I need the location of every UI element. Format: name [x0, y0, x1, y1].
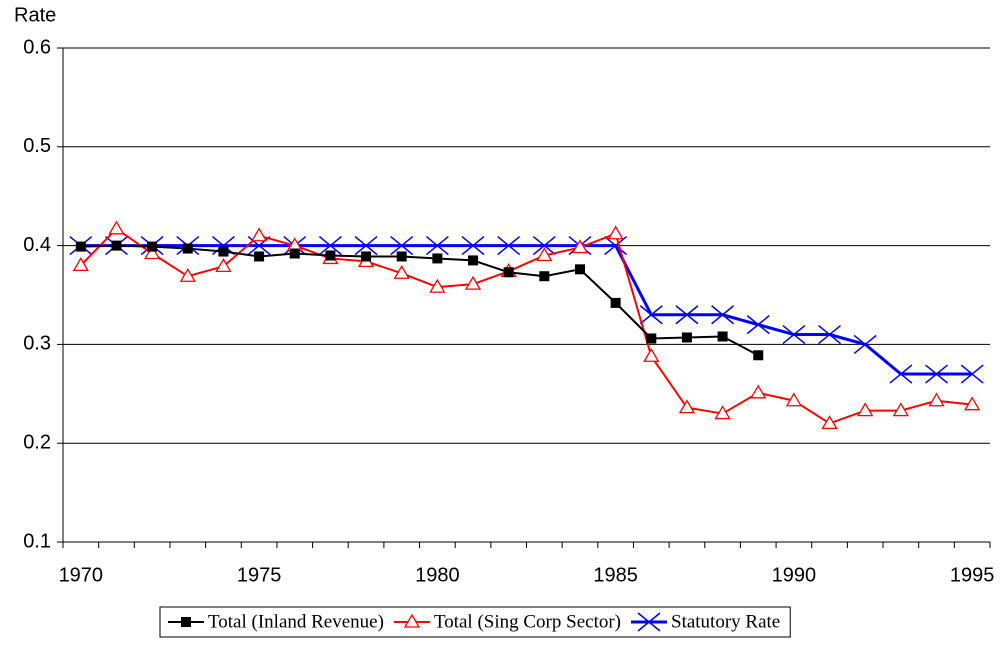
marker — [111, 240, 122, 251]
marker — [503, 267, 514, 278]
marker — [604, 236, 628, 256]
y-tick-label: 0.5 — [23, 135, 51, 157]
marker — [75, 241, 86, 252]
marker — [607, 225, 624, 240]
marker — [637, 612, 661, 632]
marker — [179, 267, 196, 282]
y-tick-label: 0.3 — [23, 333, 51, 355]
marker — [361, 251, 372, 262]
marker — [818, 324, 842, 345]
marker — [711, 305, 735, 325]
legend-text: Total (Sing Corp Sector) — [434, 611, 621, 632]
marker — [928, 392, 945, 407]
marker — [753, 350, 764, 361]
marker — [643, 347, 660, 362]
marker — [72, 257, 89, 272]
marker — [675, 305, 699, 325]
marker — [254, 251, 265, 262]
marker — [390, 236, 414, 256]
marker — [646, 333, 657, 344]
series-line — [80, 244, 759, 357]
marker — [853, 334, 877, 354]
legend-box — [159, 606, 791, 638]
marker — [857, 402, 874, 417]
x-tick-label: 1995 — [950, 564, 995, 586]
marker — [108, 220, 125, 235]
marker — [403, 613, 421, 628]
legend-text: Total (Inland Revenue) — [208, 611, 384, 632]
marker — [250, 227, 268, 242]
marker — [678, 399, 696, 414]
marker — [215, 258, 232, 272]
x-tick-label: 1980 — [415, 564, 460, 586]
x-tick-label: 1975 — [237, 564, 282, 586]
marker — [318, 236, 342, 256]
x-tick-label: 1970 — [59, 564, 104, 586]
marker — [889, 364, 913, 384]
marker — [821, 415, 838, 430]
marker — [147, 241, 158, 252]
y-axis-label: Rate — [14, 4, 56, 26]
y-tick-label: 0.1 — [23, 530, 51, 552]
marker — [785, 392, 803, 407]
legend-text: Statutory Rate — [671, 611, 780, 632]
marker — [532, 236, 556, 256]
marker — [461, 236, 485, 256]
marker — [468, 255, 479, 266]
marker — [536, 247, 553, 262]
marker — [925, 364, 948, 384]
legend: Total (Inland Revenue) Total (Sing Corp S… — [159, 606, 791, 638]
marker — [717, 331, 728, 342]
marker — [571, 239, 589, 254]
marker — [247, 236, 271, 256]
marker — [714, 405, 731, 420]
marker — [960, 364, 984, 384]
marker — [144, 245, 161, 260]
marker — [181, 617, 191, 627]
marker — [746, 315, 770, 335]
marker — [964, 396, 981, 411]
marker — [574, 264, 585, 275]
x-tick-label: 1990 — [772, 564, 817, 586]
marker — [396, 251, 407, 262]
marker — [218, 246, 229, 257]
y-tick-label: 0.6 — [23, 36, 51, 58]
marker — [497, 236, 521, 256]
marker — [639, 305, 663, 325]
marker — [782, 324, 806, 345]
marker — [610, 297, 621, 308]
y-tick-label: 0.2 — [23, 431, 51, 453]
marker — [750, 384, 767, 399]
marker — [539, 271, 550, 282]
marker — [464, 275, 482, 290]
marker — [289, 248, 300, 259]
marker — [354, 236, 378, 256]
marker — [429, 278, 446, 293]
y-tick-label: 0.4 — [23, 234, 51, 256]
marker — [393, 264, 410, 279]
marker — [425, 236, 449, 256]
marker — [681, 332, 692, 343]
marker — [432, 253, 443, 264]
marker — [325, 250, 336, 261]
marker — [182, 243, 193, 254]
marker — [892, 402, 909, 417]
series-line — [80, 227, 973, 425]
series-line — [80, 244, 973, 376]
x-tick-label: 1985 — [593, 564, 638, 586]
